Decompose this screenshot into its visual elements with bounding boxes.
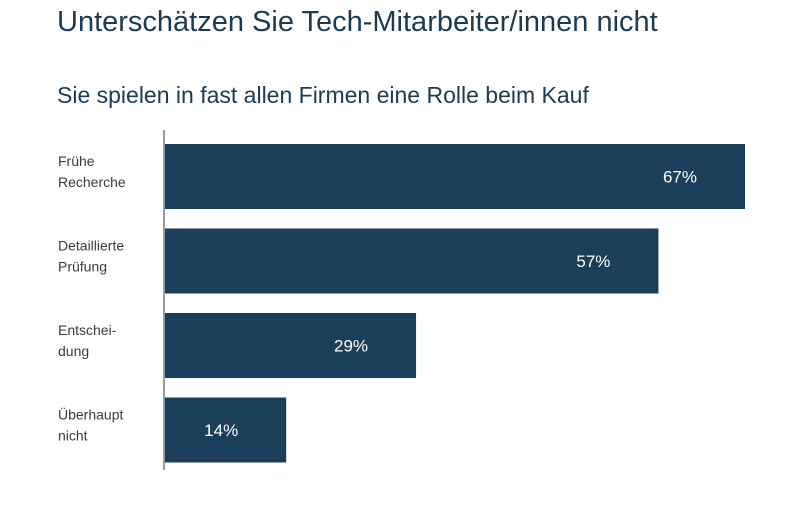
category-label-1: Detaillierte Prüfung — [58, 238, 124, 275]
bars-group: 67% Frühe Recherche 57% Detaillierte Prüfung 2… — [58, 144, 745, 463]
category-label-0: Frühe Recherche — [58, 153, 126, 190]
bar-3 — [165, 397, 287, 463]
value-label-1: 57% — [576, 252, 610, 271]
bar-0 — [165, 144, 745, 209]
value-label-2: 29% — [334, 337, 368, 356]
category-label-3: Überhaupt nicht — [58, 406, 123, 444]
chart-subtitle: Sie spielen in fast allen Firmen eine Ro… — [57, 82, 589, 108]
value-label-3: 14% — [204, 421, 238, 440]
value-label-0: 67% — [663, 168, 697, 187]
chart-title: Unterschätzen Sie Tech-Mitarbeiter/innen… — [57, 6, 658, 38]
bar-1 — [165, 228, 659, 294]
category-label-2: Entschei-dung — [58, 322, 117, 359]
bar-2 — [165, 313, 417, 378]
